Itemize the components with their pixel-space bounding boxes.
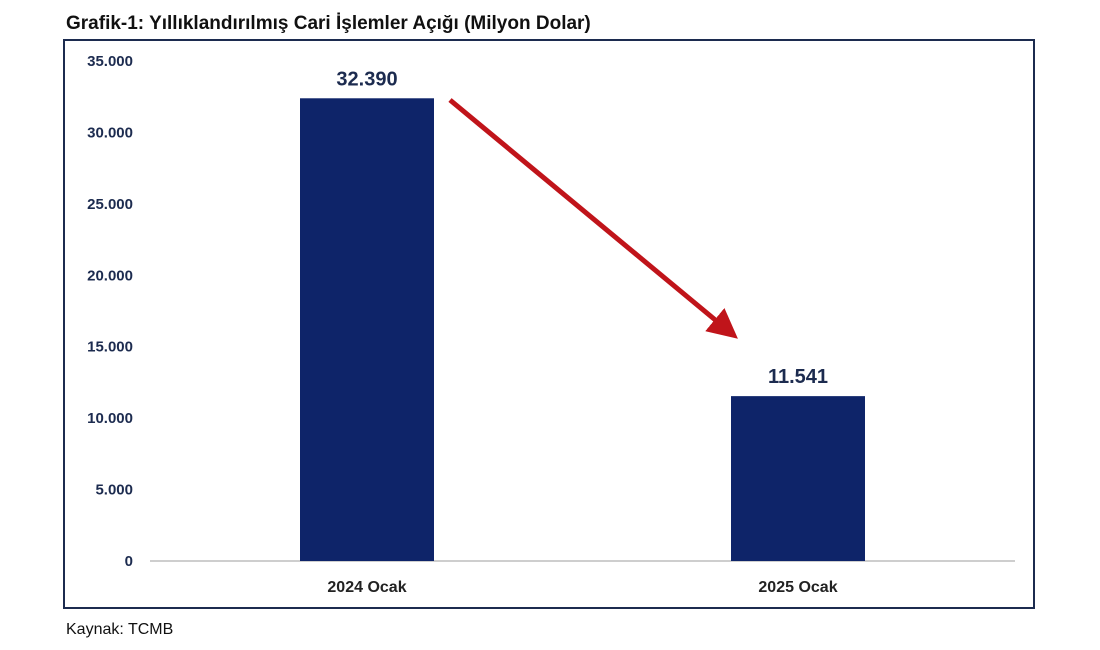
y-tick-label: 5.000	[95, 482, 133, 499]
data-label-1: 32.390	[336, 68, 397, 90]
chart-title: Grafik-1: Yıllıklandırılmış Cari İşlemle…	[66, 13, 591, 34]
y-tick-label: 15.000	[87, 339, 133, 356]
y-tick-label: 35.000	[87, 53, 133, 70]
decline-arrow	[448, 98, 738, 339]
y-tick-label: 30.000	[87, 124, 133, 141]
chart-frame	[63, 39, 1035, 609]
category-label-1: 2024 Ocak	[327, 579, 406, 596]
source-note: Kaynak: TCMB	[66, 621, 174, 638]
y-tick-label: 25.000	[87, 196, 133, 213]
y-tick-label: 20.000	[87, 267, 133, 284]
y-tick-label: 0	[125, 553, 133, 570]
category-label-2: 2025 Ocak	[758, 579, 837, 596]
bar-1	[300, 98, 434, 562]
data-label-2: 11.541	[768, 366, 828, 388]
bar-2	[731, 396, 865, 561]
y-tick-label: 10.000	[87, 410, 133, 427]
